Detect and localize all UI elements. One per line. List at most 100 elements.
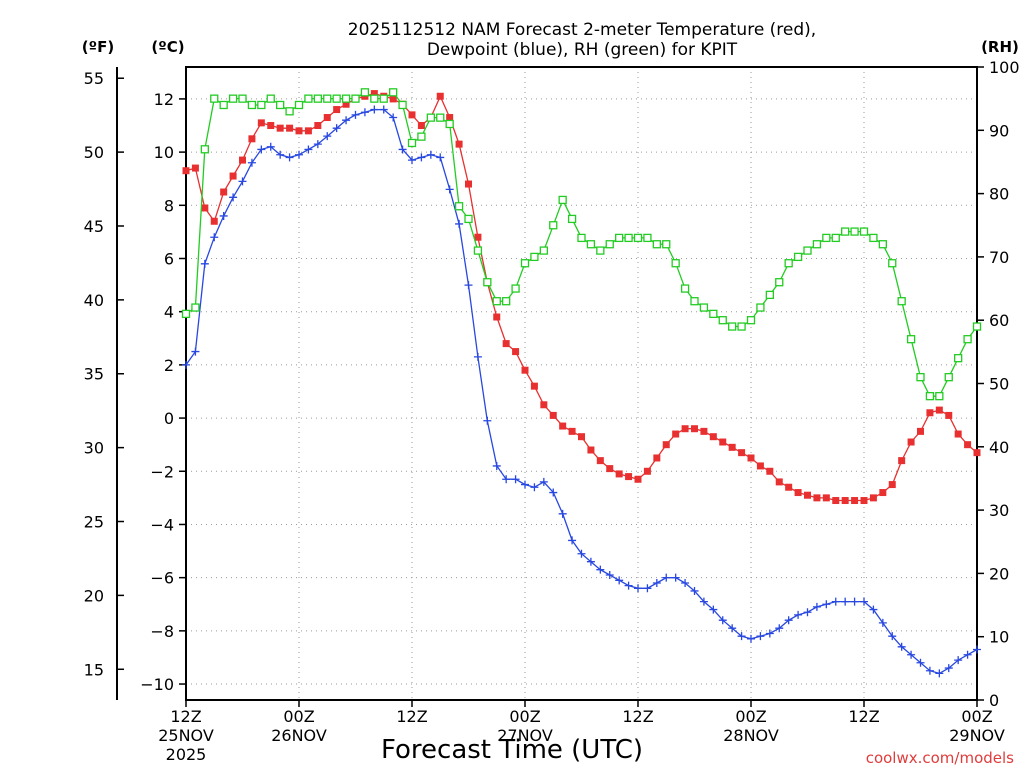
data-point <box>539 477 548 486</box>
data-point <box>474 233 482 241</box>
data-point <box>747 634 755 643</box>
data-point <box>784 259 793 268</box>
data-point <box>540 401 548 409</box>
data-point <box>869 494 877 502</box>
data-point <box>247 100 257 110</box>
chart-title-line-2: Dewpoint (blue), RH (green) for KPIT <box>427 40 738 60</box>
data-point <box>304 145 313 154</box>
data-point <box>964 441 972 449</box>
data-point <box>897 297 906 306</box>
data-point <box>859 227 869 236</box>
data-point <box>850 227 859 236</box>
data-point <box>691 425 698 433</box>
data-point <box>436 92 444 100</box>
x-tick-label: 26NOV <box>271 726 327 745</box>
data-point <box>530 382 538 390</box>
data-point <box>756 462 764 470</box>
data-point <box>671 573 680 582</box>
data-point <box>465 180 472 188</box>
data-point <box>738 449 746 457</box>
data-point <box>587 446 595 454</box>
data-point <box>559 422 567 430</box>
data-point <box>417 153 426 162</box>
x-tick-label: 00Z <box>735 707 766 726</box>
data-point <box>389 113 398 122</box>
data-point <box>728 624 737 633</box>
data-point <box>784 616 793 625</box>
data-point <box>426 113 435 122</box>
data-point <box>804 491 811 499</box>
data-point <box>286 124 294 132</box>
data-point <box>210 233 219 242</box>
data-point <box>351 94 360 103</box>
celsius-tick-label: 0 <box>164 409 174 428</box>
data-point <box>342 116 351 125</box>
celsius-tick-label: 6 <box>164 249 174 268</box>
fahrenheit-tick-label: 40 <box>84 291 104 310</box>
data-point <box>473 352 482 361</box>
data-point <box>379 94 388 103</box>
data-point <box>775 478 783 486</box>
data-point <box>624 581 633 590</box>
rh-tick-label: 50 <box>989 375 1009 394</box>
data-point <box>220 188 228 196</box>
data-point <box>228 94 238 103</box>
data-point <box>266 142 275 151</box>
data-point <box>672 430 680 438</box>
data-point <box>464 214 473 224</box>
data-point <box>606 465 614 473</box>
fahrenheit-axis-title: (ºF) <box>82 38 114 56</box>
data-point <box>530 252 539 262</box>
data-point <box>511 475 520 484</box>
x-axis-title: Forecast Time (UTC) <box>381 735 643 765</box>
data-point <box>662 573 671 582</box>
x-tick-label: 00Z <box>283 707 314 726</box>
data-point <box>239 156 246 164</box>
data-point <box>257 100 266 110</box>
fahrenheit-tick-label: 35 <box>84 365 104 384</box>
data-point <box>219 211 228 220</box>
data-point <box>681 425 689 433</box>
data-point <box>210 217 218 225</box>
celsius-tick-label: 12 <box>154 90 174 109</box>
data-point <box>916 373 925 382</box>
data-point <box>398 145 407 154</box>
data-point <box>586 557 595 566</box>
data-point <box>954 354 963 363</box>
data-point <box>719 438 727 446</box>
data-point <box>765 629 774 638</box>
data-point <box>276 100 285 110</box>
data-point <box>907 650 916 659</box>
chart-title: 2025112512 NAM Forecast 2-meter Temperat… <box>348 20 816 60</box>
data-point <box>803 246 812 255</box>
data-point <box>436 113 445 122</box>
data-point <box>935 669 944 678</box>
data-point <box>898 457 906 465</box>
data-point <box>935 392 944 401</box>
data-point <box>765 290 774 300</box>
data-point <box>521 366 529 374</box>
celsius-tick-label: −6 <box>150 569 174 588</box>
data-point <box>248 135 256 143</box>
data-point <box>954 656 963 665</box>
x-tick-label: 27NOV <box>497 726 553 745</box>
data-point <box>360 88 370 97</box>
data-point <box>238 94 247 103</box>
data-point <box>426 150 435 159</box>
data-point <box>417 122 425 130</box>
data-point <box>342 100 350 108</box>
data-point <box>295 150 303 159</box>
data-point <box>389 88 398 97</box>
data-point <box>182 360 190 369</box>
fahrenheit-tick-label: 55 <box>84 69 104 88</box>
data-point <box>341 94 351 103</box>
data-point <box>643 233 652 243</box>
data-point <box>709 605 718 614</box>
data-point <box>624 233 633 243</box>
data-point <box>530 483 539 492</box>
data-point <box>549 411 557 419</box>
series-dewpoint <box>182 105 981 678</box>
data-point <box>191 347 200 356</box>
data-point <box>917 427 924 435</box>
data-point <box>907 438 915 446</box>
